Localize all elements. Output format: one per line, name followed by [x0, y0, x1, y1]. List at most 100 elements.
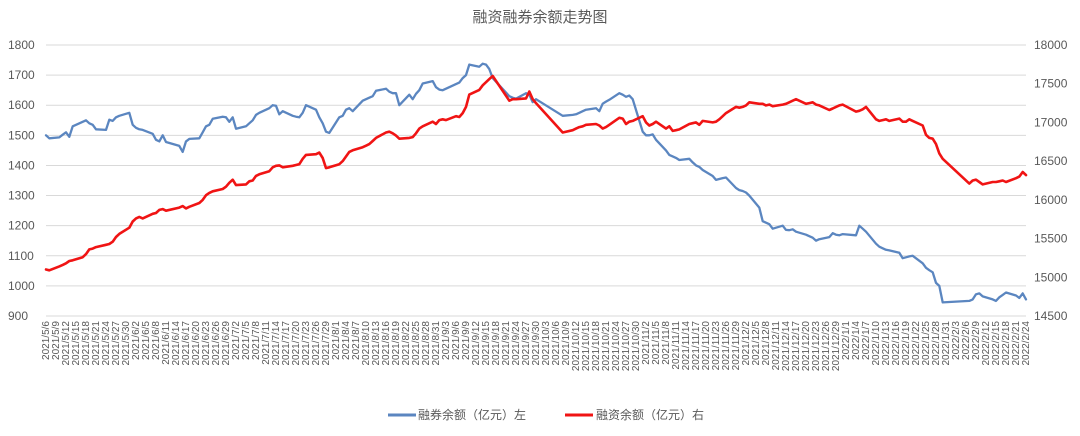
x-tick-label: 2021/11/29: [731, 321, 742, 371]
x-tick-label: 2021/11/2: [641, 321, 652, 365]
x-tick-label: 2021/8/25: [411, 321, 422, 366]
x-tick-label: 2021/12/5: [751, 321, 762, 366]
x-tick-label: 2021/5/9: [51, 321, 62, 360]
legend-label-margin-balance: 融资余额（亿元）右: [596, 407, 704, 422]
x-tick-label: 2021/8/28: [421, 321, 432, 366]
x-tick-label: 2021/11/5: [651, 321, 662, 365]
x-tick-label: 2021/7/11: [261, 321, 272, 365]
x-tick-label: 2022/2/24: [1021, 321, 1032, 366]
x-tick-label: 2021/8/1: [331, 321, 342, 360]
x-tick-label: 2021/8/13: [371, 321, 382, 366]
x-tick-label: 2021/7/17: [281, 321, 292, 366]
y-left-tick-label: 1700: [8, 68, 35, 82]
y-right-tick-label: 17000: [1034, 115, 1068, 129]
x-tick-label: 2021/8/19: [391, 321, 402, 366]
x-tick-label: 2022/2/21: [1011, 321, 1022, 366]
y-left-tick-label: 1000: [8, 279, 35, 293]
x-tick-label: 2022/2/9: [971, 321, 982, 360]
x-tick-label: 2021/11/17: [691, 321, 702, 371]
x-tick-label: 2021/10/21: [601, 321, 612, 371]
x-tick-label: 2021/6/2: [131, 321, 142, 360]
series-line-short-balance: [44, 62, 1028, 304]
x-axis: 2021/5/6 2021/5/9 2021/5/12 2021/5/15 2021/5…: [41, 321, 1032, 371]
x-tick-label: 2021/11/20: [701, 321, 712, 371]
x-tick-label: 2022/1/16: [891, 321, 902, 366]
y-right-tick-label: 16500: [1034, 154, 1068, 168]
x-tick-label: 2022/1/31: [941, 321, 952, 366]
x-tick-label: 2021/11/11: [671, 321, 682, 370]
x-tick-label: 2021/8/4: [341, 321, 352, 360]
x-tick-label: 2021/12/29: [831, 321, 842, 371]
x-tick-label: 2021/10/30: [631, 321, 642, 371]
x-tick-label: 2021/12/11: [771, 321, 782, 371]
chart-title: 融资融券余额走势图: [472, 8, 607, 26]
x-tick-label: 2021/7/23: [301, 321, 312, 366]
x-tick-label: 2021/5/30: [121, 321, 132, 366]
x-tick-label: 2021/9/18: [491, 321, 502, 366]
x-tick-label: 2022/1/7: [861, 321, 872, 360]
x-tick-label: 2021/10/15: [581, 321, 592, 371]
series-line-margin-balance: [44, 74, 1028, 272]
x-tick-label: 2021/7/8: [251, 321, 262, 360]
x-tick-label: 2021/11/26: [721, 321, 732, 371]
y-left-tick-label: 1300: [8, 189, 35, 203]
x-tick-label: 2021/12/26: [821, 321, 832, 371]
x-tick-label: 2021/12/14: [781, 321, 792, 371]
x-tick-label: 2021/7/29: [321, 321, 332, 366]
x-tick-label: 2021/10/3: [541, 321, 552, 366]
x-tick-label: 2021/11/23: [711, 321, 722, 371]
x-tick-label: 2021/7/14: [271, 321, 282, 366]
x-tick-label: 2021/9/27: [521, 321, 532, 366]
x-tick-label: 2021/5/12: [61, 321, 72, 366]
x-tick-label: 2022/1/28: [931, 321, 942, 366]
x-tick-label: 2021/7/2: [231, 321, 242, 360]
gridlines: [46, 44, 1026, 317]
x-tick-label: 2021/5/27: [111, 321, 122, 366]
x-tick-label: 2022/1/25: [921, 321, 932, 366]
x-tick-label: 2022/2/6: [961, 321, 972, 360]
x-tick-label: 2021/9/24: [511, 321, 522, 366]
x-tick-label: 2021/12/20: [801, 321, 812, 371]
x-tick-label: 2021/8/16: [381, 321, 392, 366]
x-tick-label: 2021/5/24: [101, 321, 112, 366]
x-tick-label: 2022/1/13: [881, 321, 892, 366]
x-tick-label: 2021/5/6: [41, 321, 52, 360]
y-left-tick-label: 1800: [8, 38, 35, 52]
y-right-tick-label: 16000: [1034, 193, 1068, 207]
x-tick-label: 2021/6/29: [221, 321, 232, 366]
x-tick-label: 2021/6/11: [161, 321, 172, 365]
x-tick-label: 2021/7/26: [311, 321, 322, 366]
y-left-tick-label: 900: [8, 309, 28, 323]
series-group: [44, 62, 1028, 304]
x-tick-label: 2021/9/6: [451, 321, 462, 360]
y-right-tick-label: 18000: [1034, 38, 1068, 52]
y-right-tick-label: 14500: [1034, 309, 1068, 323]
x-tick-label: 2021/12/17: [791, 321, 802, 371]
x-tick-label: 2021/10/18: [591, 321, 602, 371]
x-tick-label: 2021/6/8: [151, 321, 162, 360]
x-tick-label: 2021/10/24: [611, 321, 622, 371]
x-tick-label: 2021/11/14: [681, 321, 692, 371]
x-tick-label: 2021/9/3: [441, 321, 452, 360]
x-tick-label: 2021/5/21: [91, 321, 102, 366]
x-tick-label: 2021/8/31: [431, 321, 442, 366]
x-tick-label: 2021/6/23: [201, 321, 212, 366]
y-axis-left: 900 1000 1100 1200 1300 1400 1500 1600 1700 1800: [8, 38, 35, 323]
x-tick-label: 2021/10/6: [551, 321, 562, 366]
legend-label-short-balance: 融券余额（亿元）左: [418, 407, 526, 422]
x-tick-label: 2021/12/2: [741, 321, 752, 366]
x-tick-label: 2021/9/12: [471, 321, 482, 366]
x-tick-label: 2021/8/10: [361, 321, 372, 366]
x-tick-label: 2021/9/30: [531, 321, 542, 366]
y-right-tick-label: 17500: [1034, 77, 1068, 91]
x-tick-label: 2022/1/10: [871, 321, 882, 366]
x-tick-label: 2021/7/20: [291, 321, 302, 366]
x-tick-label: 2021/10/27: [621, 321, 632, 371]
y-right-tick-label: 15500: [1034, 232, 1068, 246]
x-tick-label: 2022/2/12: [981, 321, 992, 366]
y-right-tick-label: 15000: [1034, 270, 1068, 284]
y-left-tick-label: 1200: [8, 219, 35, 233]
x-tick-label: 2021/10/12: [571, 321, 582, 371]
x-tick-label: 2022/1/4: [851, 321, 862, 360]
